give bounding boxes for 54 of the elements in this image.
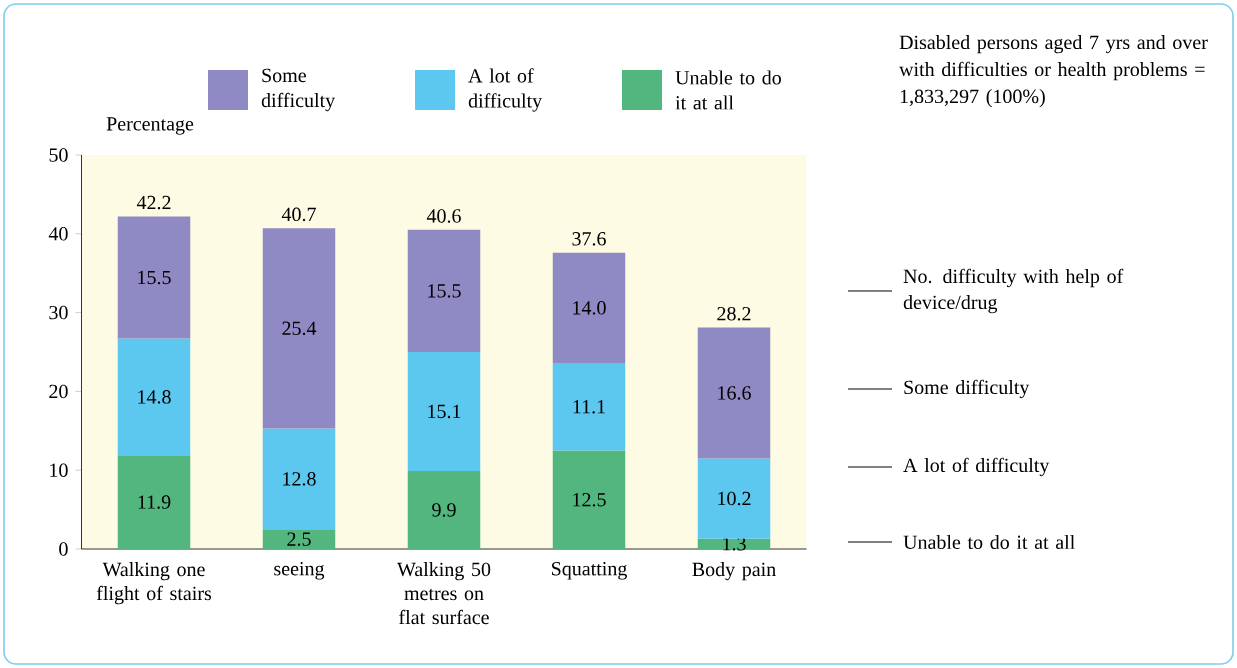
total-label: 28.2 [717,306,751,321]
x-tick-label: seeing [274,562,325,580]
y-tick-label: 0 [59,542,68,556]
bar [552,252,626,364]
text: No. difficulty with help of device/drug [903,268,1124,314]
y-tick-label: 10 [50,463,68,477]
x-tick-label: Squatting [552,562,627,580]
y-tick-label: 30 [49,305,68,320]
bar [697,538,771,549]
data-label: 25.4 [282,321,317,336]
data-label: 2.5 [287,532,311,546]
legend-label: Unable to do it at all [675,70,781,110]
bar [407,470,481,549]
bar [262,228,336,429]
y-axis-title: Percentage [106,117,194,135]
bar [262,529,336,549]
x-tick-label: Walking one flight of stairs [96,562,212,605]
data-label: 16.6 [718,386,751,400]
data-label: 10.2 [718,491,751,506]
text: Unable to do it at all [903,534,1075,550]
data-label: 14.0 [573,301,606,315]
bar [697,327,771,459]
data-label: 15.5 [428,284,461,298]
bar [117,455,191,549]
text: Some difficulty [904,379,1030,399]
bar [117,338,191,456]
bar [407,352,481,471]
data-label: 11.9 [138,495,171,509]
data-label: 9.9 [432,503,456,517]
bar [117,216,191,339]
y-tick-label: 50 [49,148,68,162]
total-label: 40.7 [281,207,316,222]
x-tick-label: Body pain [692,562,776,581]
legend-label: A lot of difficulty [468,68,543,112]
total-label: 42.2 [136,195,171,210]
data-label: 14.8 [138,390,171,404]
bar [407,229,481,352]
text: Disabled persons aged 7 yrs and over with difficulties or health problems = 1,833,297 (100%) [899,35,1208,108]
bar [552,363,626,451]
bar [697,458,771,539]
total-label: 40.6 [426,209,461,223]
data-label: 15.1 [428,404,461,419]
text: A lot of difficulty [903,457,1050,477]
y-tick-label: 40 [48,227,68,241]
data-label: 12.5 [573,492,606,507]
bar [552,450,626,549]
data-label: 12.8 [283,472,316,486]
x-tick-label: Walking 50 metres on flat surface [397,562,491,625]
y-tick-label: 20 [49,384,68,399]
data-label: 15.5 [138,270,171,285]
data-label: 11.1 [573,400,605,414]
legend-label: Some difficulty [261,68,336,112]
bar [262,428,336,530]
total-label: 37.6 [572,232,606,246]
